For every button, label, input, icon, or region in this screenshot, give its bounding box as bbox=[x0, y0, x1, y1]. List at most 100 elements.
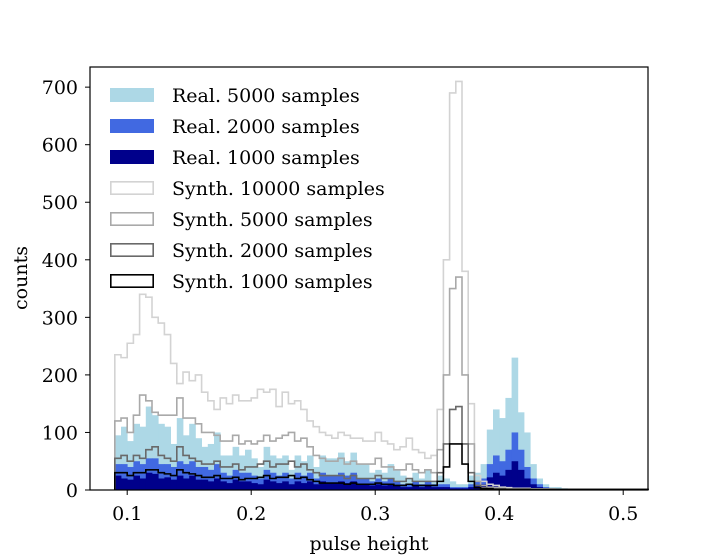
legend-entry: Synth. 1000 samples bbox=[110, 271, 373, 293]
bar bbox=[524, 432, 531, 490]
bar bbox=[158, 478, 165, 490]
bar bbox=[152, 473, 159, 490]
bar bbox=[145, 406, 153, 490]
bar bbox=[176, 475, 184, 490]
bar bbox=[468, 475, 475, 490]
bar bbox=[493, 472, 500, 490]
bar bbox=[437, 475, 444, 490]
bar bbox=[245, 481, 252, 490]
bar bbox=[387, 484, 395, 490]
axes-frame bbox=[89, 66, 649, 491]
legend-entry: Real. 1000 samples bbox=[110, 147, 360, 169]
bar bbox=[114, 435, 122, 490]
x-tick-label: 0.4 bbox=[484, 503, 514, 525]
bar bbox=[189, 423, 196, 490]
bar bbox=[375, 484, 382, 490]
bar bbox=[214, 464, 221, 490]
bar bbox=[338, 481, 345, 490]
bar bbox=[350, 481, 357, 490]
bar bbox=[511, 461, 519, 490]
legend-swatch bbox=[110, 88, 154, 102]
bar bbox=[257, 484, 264, 490]
bar bbox=[499, 475, 506, 490]
bar bbox=[344, 475, 351, 490]
bar bbox=[400, 475, 407, 490]
legend: Real. 5000 samples Real. 2000 samples Real… bbox=[110, 85, 385, 293]
bar bbox=[195, 466, 202, 490]
bar bbox=[214, 478, 221, 490]
bar bbox=[183, 478, 190, 490]
bar bbox=[356, 484, 364, 490]
bar bbox=[170, 466, 178, 490]
bar bbox=[189, 475, 196, 490]
legend-swatch bbox=[110, 181, 155, 196]
x-tick-label: 0.1 bbox=[112, 503, 142, 525]
bar bbox=[276, 475, 283, 490]
x-tick-label: 0.2 bbox=[236, 503, 266, 525]
legend-swatch bbox=[110, 243, 155, 258]
bar bbox=[152, 415, 159, 490]
bar bbox=[164, 477, 171, 490]
legend-entry: Real. 5000 samples bbox=[110, 85, 360, 107]
legend-label: Synth. 1000 samples bbox=[172, 271, 373, 293]
bar bbox=[381, 485, 388, 490]
bar bbox=[133, 475, 140, 490]
bar bbox=[245, 449, 252, 490]
bar bbox=[282, 481, 289, 490]
bar bbox=[313, 484, 320, 490]
bar bbox=[331, 458, 339, 490]
bar bbox=[499, 418, 506, 490]
bar bbox=[232, 446, 240, 490]
bar bbox=[449, 488, 457, 490]
bar bbox=[288, 484, 295, 490]
bar bbox=[393, 485, 401, 490]
bar bbox=[393, 469, 401, 490]
legend-entry: Real. 2000 samples bbox=[110, 116, 360, 138]
bar bbox=[269, 481, 277, 490]
legend-label: Real. 5000 samples bbox=[172, 85, 360, 107]
bar bbox=[127, 466, 134, 490]
bar bbox=[555, 487, 562, 490]
bar bbox=[449, 481, 457, 490]
bar bbox=[176, 418, 184, 490]
bar bbox=[238, 481, 246, 490]
filled-histograms bbox=[114, 357, 649, 490]
bar bbox=[424, 485, 432, 490]
axis-ticks: 0.1 0.2 0.3 0.4 0.5 0 100 200 300 400 500 600 700 bbox=[42, 77, 639, 525]
bar bbox=[183, 435, 190, 490]
bar bbox=[195, 438, 202, 490]
bar bbox=[121, 464, 128, 490]
x-axis-label: pulse height bbox=[309, 533, 428, 555]
bar bbox=[517, 469, 525, 490]
bar bbox=[220, 481, 227, 490]
bar bbox=[369, 485, 376, 490]
bar bbox=[183, 464, 190, 490]
bar bbox=[145, 472, 153, 490]
legend-swatch bbox=[110, 119, 154, 133]
bar bbox=[424, 469, 432, 490]
y-tick-label: 300 bbox=[42, 307, 78, 329]
bar bbox=[121, 478, 128, 490]
bar bbox=[344, 483, 351, 490]
bar bbox=[201, 466, 209, 490]
y-tick-label: 100 bbox=[42, 422, 78, 444]
bar bbox=[400, 487, 407, 490]
bar bbox=[226, 475, 233, 490]
bar bbox=[362, 464, 370, 490]
bar bbox=[350, 452, 357, 490]
bar bbox=[139, 478, 147, 490]
bar bbox=[325, 458, 333, 490]
bar bbox=[251, 458, 258, 490]
bar bbox=[387, 464, 395, 490]
y-tick-label: 0 bbox=[66, 480, 78, 502]
y-tick-label: 600 bbox=[42, 135, 78, 157]
y-tick-label: 500 bbox=[42, 192, 78, 214]
bar bbox=[362, 484, 370, 490]
bar bbox=[114, 475, 122, 490]
x-tick-label: 0.5 bbox=[608, 503, 638, 525]
bar bbox=[251, 475, 258, 490]
bar bbox=[226, 483, 233, 490]
bar bbox=[480, 464, 488, 490]
bar bbox=[133, 423, 140, 490]
